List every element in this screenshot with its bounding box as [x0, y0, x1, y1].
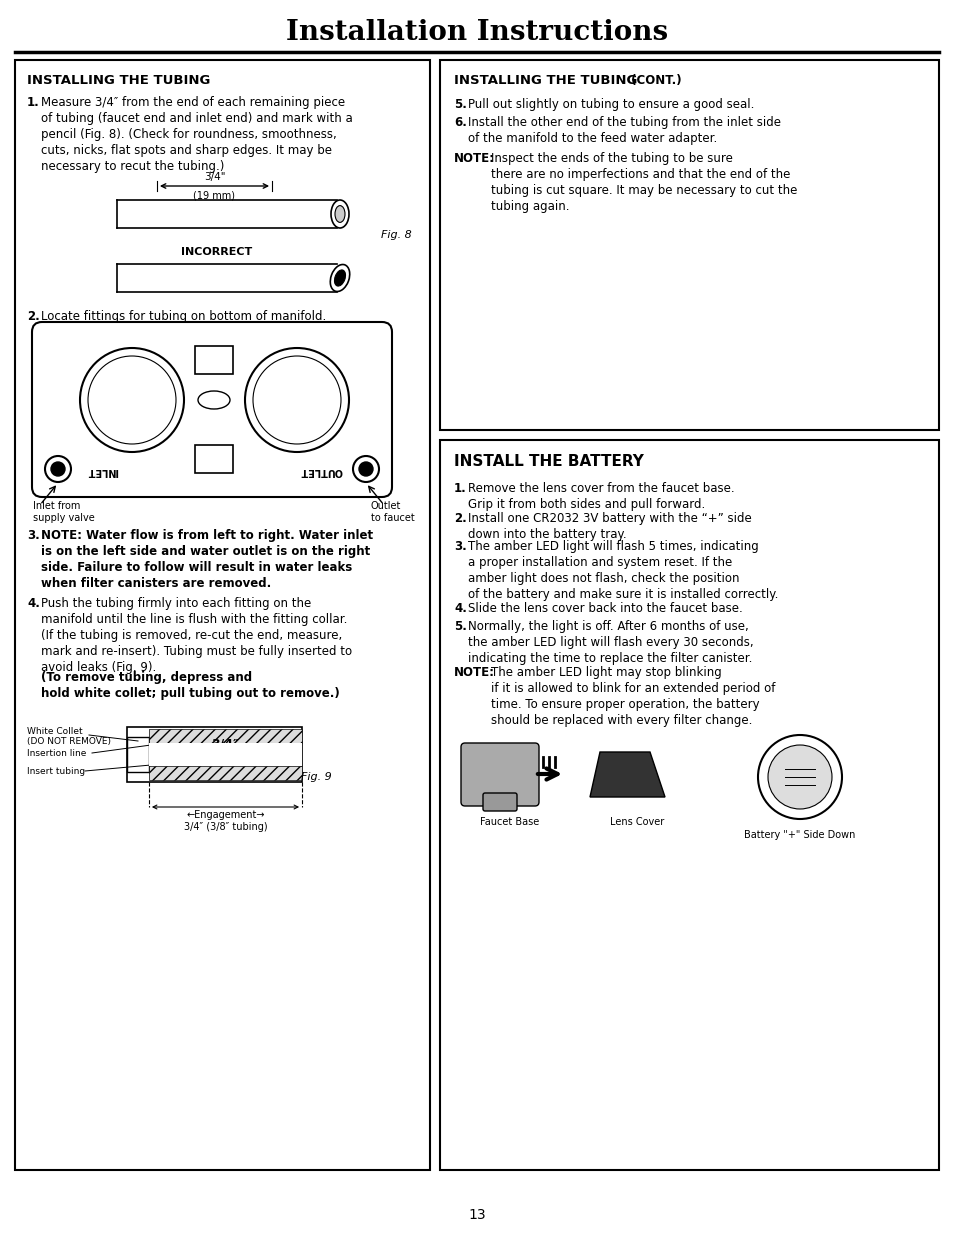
Text: 3.: 3. — [454, 540, 466, 553]
Text: ←Engagement→
3/4″ (3/8″ tubing): ←Engagement→ 3/4″ (3/8″ tubing) — [184, 810, 267, 831]
Circle shape — [51, 462, 65, 475]
Text: Fig. 9: Fig. 9 — [301, 772, 332, 782]
Text: Insertion line: Insertion line — [27, 748, 87, 757]
Text: INSTALL THE BATTERY: INSTALL THE BATTERY — [454, 454, 643, 469]
Ellipse shape — [335, 270, 345, 287]
Text: 3/4″: 3/4″ — [212, 737, 239, 751]
Circle shape — [245, 348, 349, 452]
Text: (19 mm): (19 mm) — [193, 190, 235, 200]
Text: Normally, the light is off. After 6 months of use,
the amber LED light will flas: Normally, the light is off. After 6 mont… — [468, 620, 753, 664]
Text: Insert tubing: Insert tubing — [27, 767, 85, 776]
Text: The amber LED light will flash 5 times, indicating
a proper installation and sys: The amber LED light will flash 5 times, … — [468, 540, 778, 601]
Circle shape — [45, 456, 71, 482]
Text: INLET: INLET — [88, 466, 118, 475]
Text: Measure 3/4″ from the end of each remaining piece
of tubing (faucet end and inle: Measure 3/4″ from the end of each remain… — [41, 96, 353, 173]
Text: Install one CR2032 3V battery with the “+” side
down into the battery tray.: Install one CR2032 3V battery with the “… — [468, 513, 751, 541]
Text: 1.: 1. — [27, 96, 40, 109]
Bar — [194, 445, 233, 473]
Text: 6.: 6. — [454, 116, 466, 128]
Text: Pull out slightly on tubing to ensure a good seal.: Pull out slightly on tubing to ensure a … — [468, 98, 754, 111]
Bar — [149, 743, 302, 766]
Ellipse shape — [198, 391, 230, 409]
Text: 3/4": 3/4" — [204, 172, 225, 182]
Ellipse shape — [331, 200, 349, 228]
Text: 3.: 3. — [27, 529, 40, 542]
Text: Lens Cover: Lens Cover — [609, 818, 663, 827]
Bar — [15, 61, 430, 1170]
Circle shape — [80, 348, 184, 452]
Text: OUTLET: OUTLET — [299, 466, 342, 475]
Circle shape — [767, 745, 831, 809]
Text: Inlet from
supply valve: Inlet from supply valve — [33, 501, 94, 522]
FancyBboxPatch shape — [460, 743, 538, 806]
Text: 13: 13 — [468, 1208, 485, 1221]
Bar — [439, 61, 938, 430]
Text: Faucet Base: Faucet Base — [479, 818, 538, 827]
Text: 1.: 1. — [454, 482, 466, 495]
Circle shape — [358, 462, 373, 475]
Bar — [439, 440, 938, 1170]
Circle shape — [758, 735, 841, 819]
Text: (To remove tubing, depress and
hold white collet; pull tubing out to remove.): (To remove tubing, depress and hold whit… — [41, 671, 339, 700]
Text: 4.: 4. — [454, 601, 466, 615]
Text: Outlet
to faucet: Outlet to faucet — [371, 501, 415, 522]
Text: Inspect the ends of the tubing to be sure
there are no imperfections and that th: Inspect the ends of the tubing to be sur… — [491, 152, 797, 212]
Bar — [127, 727, 302, 782]
Text: INSTALLING THE TUBING: INSTALLING THE TUBING — [27, 74, 211, 86]
Circle shape — [253, 356, 340, 445]
Bar — [149, 729, 302, 743]
FancyBboxPatch shape — [32, 322, 392, 496]
Text: Fig. 8: Fig. 8 — [381, 230, 412, 240]
Text: Slide the lens cover back into the faucet base.: Slide the lens cover back into the fauce… — [468, 601, 742, 615]
Ellipse shape — [335, 205, 345, 222]
Text: INCORRECT: INCORRECT — [181, 247, 253, 257]
Circle shape — [353, 456, 378, 482]
Bar — [194, 346, 233, 374]
Text: Locate fittings for tubing on bottom of manifold.: Locate fittings for tubing on bottom of … — [41, 310, 326, 324]
Text: (CONT.): (CONT.) — [626, 74, 680, 86]
Circle shape — [88, 356, 175, 445]
Polygon shape — [589, 752, 664, 797]
Text: Battery "+" Side Down: Battery "+" Side Down — [743, 830, 855, 840]
Text: Installation Instructions: Installation Instructions — [286, 19, 667, 46]
Text: NOTE:: NOTE: — [454, 666, 495, 679]
Ellipse shape — [330, 264, 350, 291]
Text: The amber LED light may stop blinking
if it is allowed to blink for an extended : The amber LED light may stop blinking if… — [491, 666, 775, 727]
Text: 5.: 5. — [454, 620, 466, 634]
Text: 2.: 2. — [27, 310, 40, 324]
Bar — [149, 766, 302, 781]
Text: Push the tubing firmly into each fitting on the
manifold until the line is flush: Push the tubing firmly into each fitting… — [41, 597, 352, 674]
Text: NOTE: Water flow is from left to right. Water inlet
is on the left side and wate: NOTE: Water flow is from left to right. … — [41, 529, 373, 590]
Text: 4.: 4. — [27, 597, 40, 610]
Text: 5.: 5. — [454, 98, 466, 111]
Text: 2.: 2. — [454, 513, 466, 525]
Text: White Collet
(DO NOT REMOVE): White Collet (DO NOT REMOVE) — [27, 727, 111, 746]
Text: INSTALLING THE TUBING: INSTALLING THE TUBING — [454, 74, 637, 86]
Bar — [127, 737, 149, 772]
Text: NOTE:: NOTE: — [454, 152, 495, 165]
FancyBboxPatch shape — [482, 793, 517, 811]
Text: Install the other end of the tubing from the inlet side
of the manifold to the f: Install the other end of the tubing from… — [468, 116, 781, 144]
Text: Remove the lens cover from the faucet base.
Grip it from both sides and pull for: Remove the lens cover from the faucet ba… — [468, 482, 734, 511]
